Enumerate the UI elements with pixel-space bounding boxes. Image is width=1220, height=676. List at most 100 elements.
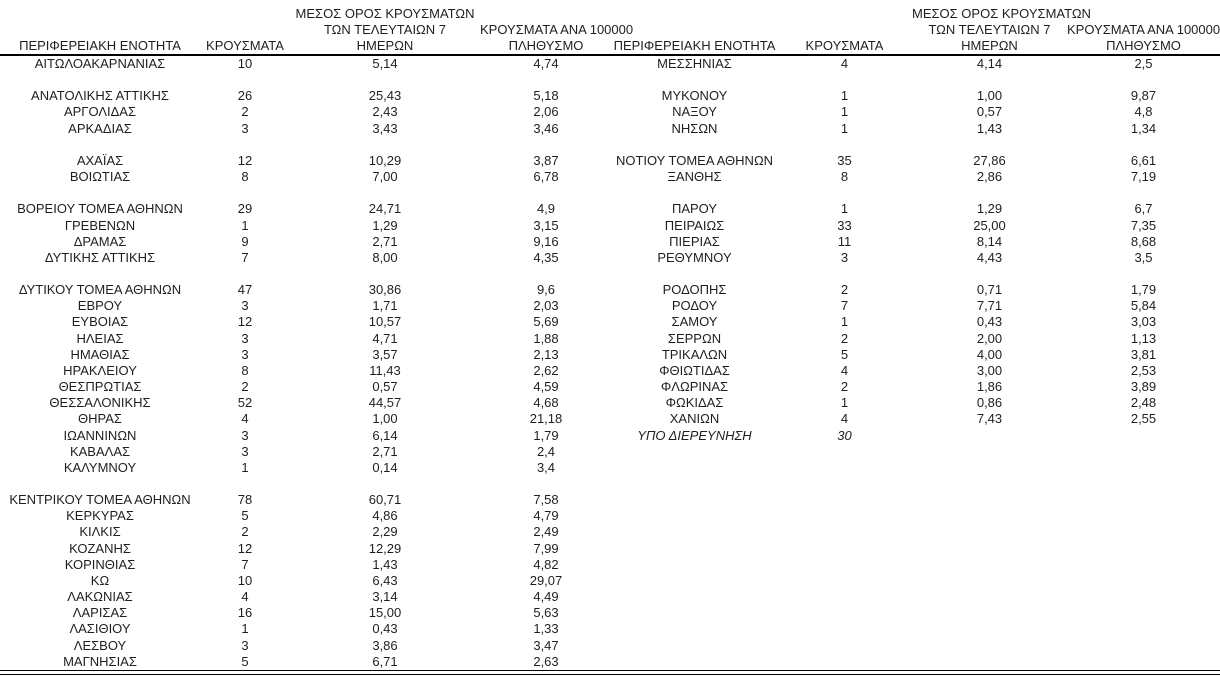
left-per100k-cell: 5,69 [533, 314, 559, 330]
table-row: ΚΑΒΑΛΑΣ 3 2,71 2,4 [0, 444, 1220, 460]
left-region-cell: ΑΙΤΩΛΟΑΚΑΡΝΑΝΙΑΣ [34, 56, 166, 71]
right-avg7-cell: 4,14 [976, 56, 1003, 71]
right-cases-cell [777, 266, 912, 282]
right-avg7-cell [912, 508, 1067, 524]
right-cases-cell [777, 72, 912, 88]
left-per100k-cell: 2,03 [533, 298, 559, 314]
header-label-line2: ΠΛΗΘΥΣΜΟ [508, 38, 584, 53]
right-region-cell: ΝΑΞΟΥ [672, 104, 717, 120]
table-row: ΚΟΖΑΝΗΣ 12 12,29 7,99 [0, 541, 1220, 557]
left-region-cell: ΚΙΛΚΙΣ [79, 524, 121, 540]
left-per100k-cell: 4,49 [533, 589, 559, 605]
left-cases-cell: 2 [241, 524, 249, 540]
left-cases-cell: 3 [241, 443, 249, 459]
right-region-column-header: ΠΕΡΙΦΕΡΕΙΑΚΗ ΕΝΟΤΗΤΑ [612, 0, 777, 56]
right-per100k-column-header: ΚΡΟΥΣΜΑΤΑ ΑΝΑ 100000 ΠΛΗΘΥΣΜΟ [1067, 0, 1220, 56]
table-header: ΠΕΡΙΦΕΡΕΙΑΚΗ ΕΝΟΤΗΤΑ ΚΡΟΥΣΜΑΤΑ ΜΕΣΟΣ ΟΡΟ… [0, 0, 1220, 56]
left-per100k-cell: 5,18 [533, 88, 559, 104]
left-avg7-cell: 3,43 [372, 120, 398, 136]
right-per100k-cell: 1,79 [1130, 282, 1157, 298]
left-avg7-cell [290, 137, 480, 153]
table-row: ΕΒΡΟΥ 3 1,71 2,03 ΡΟΔΟΥ 7 7,71 5,84 [0, 298, 1220, 314]
left-region-cell: ΚΑΛΥΜΝΟΥ [63, 459, 137, 475]
left-region-cell: ΜΑΓΝΗΣΙΑΣ [63, 653, 137, 669]
left-avg7-column-header: ΜΕΣΟΣ ΟΡΟΣ ΚΡΟΥΣΜΑΤΩΝ ΤΩΝ ΤΕΛΕΥΤΑΙΩΝ 7 Η… [290, 0, 480, 56]
table-row: ΚΕΡΚΥΡΑΣ 5 4,86 4,79 [0, 508, 1220, 524]
header-label-line2: ΠΛΗΘΥΣΜΟ [1106, 38, 1181, 53]
header-label: ΠΕΡΙΦΕΡΕΙΑΚΗ ΕΝΟΤΗΤΑ [613, 38, 776, 53]
right-cases-cell: 4 [840, 411, 849, 427]
right-per100k-cell: 3,03 [1130, 314, 1157, 330]
right-cases-cell: 4 [840, 362, 849, 378]
left-cases-cell [200, 137, 290, 153]
left-per100k-cell [480, 137, 612, 153]
right-avg7-cell: 4,00 [976, 346, 1003, 362]
right-cases-cell [777, 654, 912, 670]
right-region-cell [612, 266, 777, 282]
right-region-cell [612, 621, 777, 637]
right-cases-cell: 1 [840, 104, 849, 120]
right-region-cell [612, 444, 777, 460]
table-row: ΛΑΣΙΘΙΟΥ 1 0,43 1,33 [0, 621, 1220, 637]
right-cases-cell [777, 460, 912, 476]
left-region-cell [0, 137, 200, 153]
left-avg7-cell: 1,71 [372, 298, 398, 314]
right-avg7-cell: 7,71 [976, 298, 1003, 314]
right-avg7-cell [912, 524, 1067, 540]
right-cases-cell [777, 541, 912, 557]
right-per100k-cell [1067, 621, 1220, 637]
right-per100k-cell [1067, 605, 1220, 621]
right-cases-cell [777, 508, 912, 524]
left-region-cell [0, 476, 200, 492]
right-region-cell: ΤΡΙΚΑΛΩΝ [661, 346, 728, 362]
right-region-cell [612, 573, 777, 589]
right-region-cell: ΠΕΙΡΑΙΩΣ [664, 217, 725, 233]
right-avg7-cell [912, 185, 1067, 201]
left-region-cell: ΚΑΒΑΛΑΣ [69, 443, 131, 459]
left-avg7-cell [290, 72, 480, 88]
right-avg7-cell [912, 557, 1067, 573]
left-avg7-cell: 0,57 [372, 379, 398, 395]
header-label-line2: ΤΩΝ ΤΕΛΕΥΤΑΙΩΝ 7 [323, 22, 447, 37]
table-row: ΘΗΡΑΣ 4 1,00 21,18 ΧΑΝΙΩΝ 4 7,43 2,55 [0, 411, 1220, 427]
left-per100k-cell: 4,9 [536, 201, 556, 217]
left-cases-cell: 29 [237, 201, 253, 217]
left-per100k-cell: 2,06 [533, 104, 559, 120]
right-region-cell: ΝΗΣΩΝ [671, 120, 718, 136]
left-cases-cell: 7 [241, 249, 249, 265]
right-per100k-cell [1067, 428, 1220, 444]
table-row: ΚΑΛΥΜΝΟΥ 1 0,14 3,4 [0, 460, 1220, 476]
right-cases-cell [777, 137, 912, 153]
right-per100k-cell [1067, 266, 1220, 282]
left-per100k-cell: 9,16 [533, 233, 559, 249]
left-cases-column-header: ΚΡΟΥΣΜΑΤΑ [200, 0, 290, 56]
right-cases-column-header: ΚΡΟΥΣΜΑΤΑ [777, 0, 912, 56]
table-row [0, 72, 1220, 88]
right-avg7-cell: 3,00 [976, 362, 1003, 378]
left-per100k-cell: 3,46 [533, 120, 559, 136]
right-per100k-cell: 6,7 [1134, 201, 1153, 217]
left-avg7-cell: 10,29 [368, 152, 402, 168]
left-cases-cell [200, 266, 290, 282]
right-per100k-cell [1067, 638, 1220, 654]
right-avg7-cell: 1,29 [976, 201, 1003, 217]
left-avg7-cell: 6,14 [372, 427, 398, 443]
left-cases-cell: 3 [241, 330, 249, 346]
left-avg7-cell: 25,43 [368, 88, 402, 104]
left-per100k-cell: 1,88 [533, 330, 559, 346]
left-per100k-cell [480, 185, 612, 201]
table-body: ΑΙΤΩΛΟΑΚΑΡΝΑΝΙΑΣ 10 5,14 4,74 ΜΕΣΣΗΝΙΑΣ 4 4,14… [0, 55, 1220, 670]
table-row: ΔΥΤΙΚΗΣ ΑΤΤΙΚΗΣ 7 8,00 4,35 ΡΕΘΥΜΝΟΥ 3 4,43 3,5 [0, 250, 1220, 266]
left-per100k-cell [480, 266, 612, 282]
left-region-cell: ΚΟΡΙΝΘΙΑΣ [64, 556, 136, 572]
header-label-line1: ΚΡΟΥΣΜΑΤΑ ΑΝΑ 100000 [1067, 22, 1220, 37]
right-region-cell [612, 137, 777, 153]
left-avg7-cell: 1,43 [372, 556, 398, 572]
right-region-cell [612, 524, 777, 540]
right-cases-cell [777, 557, 912, 573]
right-per100k-cell: 9,87 [1130, 88, 1157, 104]
right-per100k-cell: 3,89 [1130, 379, 1157, 395]
left-avg7-cell: 6,43 [372, 572, 398, 588]
right-per100k-cell: 1,13 [1130, 330, 1157, 346]
left-per100k-cell: 3,4 [536, 459, 556, 475]
